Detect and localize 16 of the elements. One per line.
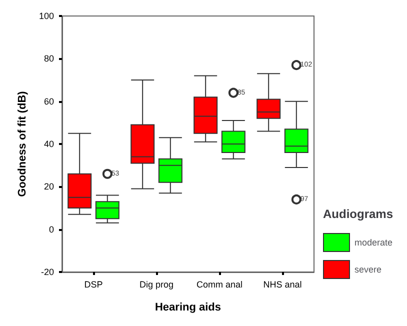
- y-tick-label: -20: [40, 267, 54, 277]
- x-tick-label: Dig prog: [139, 280, 174, 290]
- y-tick-label: 20: [44, 182, 54, 192]
- x-tick-label: DSP: [84, 280, 103, 290]
- legend-label: severe: [354, 264, 382, 274]
- y-tick-label: 100: [38, 11, 54, 21]
- x-tick-label: Comm anal: [196, 280, 243, 290]
- x-tick-label: NHS anal: [263, 280, 302, 290]
- y-axis-title: Goodness of fit (dB): [16, 90, 28, 197]
- x-axis-title: Hearing aids: [154, 302, 222, 314]
- y-tick-label: 40: [44, 139, 54, 149]
- legend-title: Audiograms: [323, 207, 394, 221]
- legend-label: moderate: [354, 238, 393, 248]
- y-tick-label: 0: [48, 224, 54, 234]
- y-tick-label: 80: [44, 54, 54, 64]
- y-tick-label: 60: [44, 96, 54, 106]
